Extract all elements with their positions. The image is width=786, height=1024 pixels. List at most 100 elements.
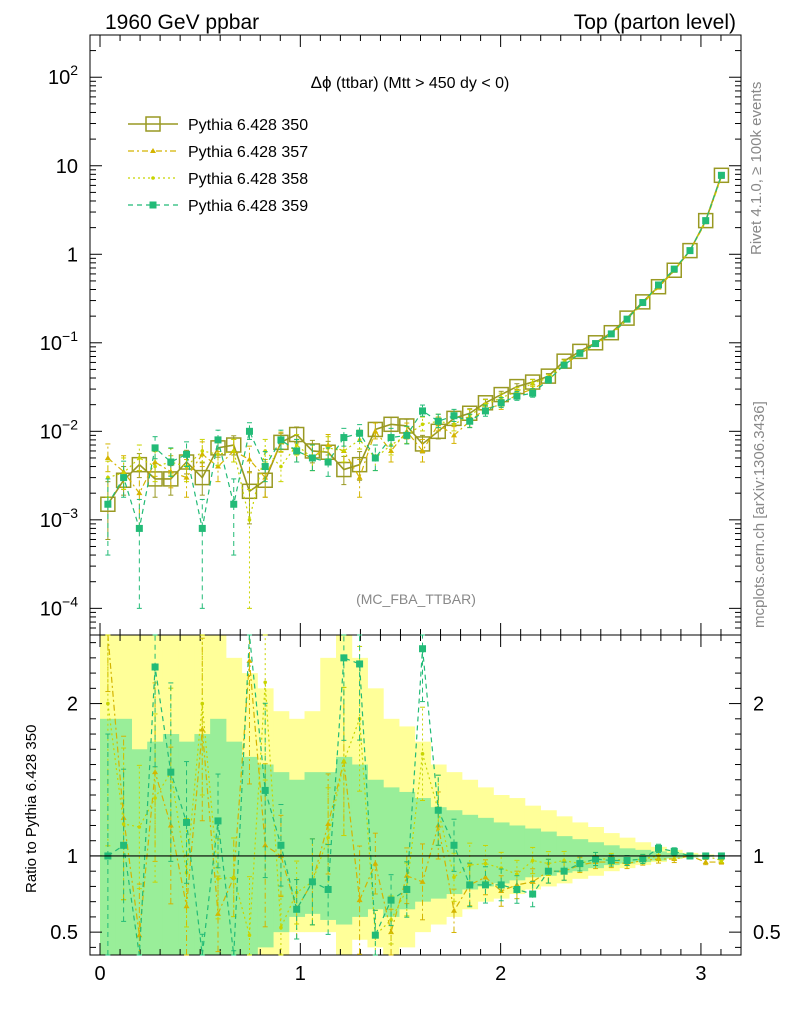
ratio-band-green-bin <box>509 825 526 881</box>
ratio-y-tick-label-right: 0.5 <box>753 922 781 944</box>
main-series-1-line <box>107 176 723 495</box>
ratio-y-tick-label: 1 <box>67 846 78 868</box>
ratio-series-2-marker <box>106 701 110 706</box>
main-series-3-marker <box>261 463 269 471</box>
ratio-series-1-marker <box>702 859 709 865</box>
legend-0-marker <box>145 116 161 132</box>
ratio-series-1-marker <box>482 874 489 880</box>
ratio-series-3-marker <box>670 847 678 855</box>
main-series-1-marker <box>388 447 395 453</box>
main-y-tick-label-base: 1 <box>67 244 78 266</box>
main-series-3-marker <box>686 247 694 255</box>
main-series-3-marker <box>167 458 175 466</box>
main-series-2-marker <box>294 443 299 447</box>
main-series-0 <box>100 167 730 540</box>
ratio-series-2-marker <box>719 858 724 863</box>
ratio-series-2-line <box>107 682 722 937</box>
main-series-0-marker <box>650 278 667 295</box>
ratio-series-3-marker <box>560 867 568 875</box>
ratio-series-3-marker <box>403 885 411 893</box>
ratio-series-2-marker <box>153 796 157 800</box>
ratio-series-3-marker <box>356 660 364 668</box>
ratio-series-1-marker <box>372 860 379 866</box>
main-series-2-marker <box>200 449 205 453</box>
ratio-series-3-marker <box>214 817 222 825</box>
ratio-series-1-marker <box>450 907 457 913</box>
main-series-3-marker <box>198 524 206 532</box>
main-series-2-marker <box>216 452 220 457</box>
legend-2-marker <box>151 176 155 180</box>
main-series-3-marker <box>670 265 678 273</box>
main-series-0-marker <box>383 416 399 433</box>
main-series-3-marker <box>214 436 222 444</box>
main-series-3-marker <box>497 399 505 407</box>
ratio-y-label: Ratio to Pythia 6.428 350 <box>23 725 40 893</box>
main-y-tick-label: 10−3 <box>40 505 78 532</box>
x-tick-label: 0 <box>94 963 105 985</box>
main-series-0-marker <box>603 324 620 341</box>
main-series-2-marker <box>231 449 236 453</box>
ratio-series-2-marker <box>389 918 393 922</box>
ratio-band-green-bin <box>288 779 306 917</box>
ratio-series-2-marker <box>121 822 126 826</box>
main-series-2-marker <box>530 381 535 385</box>
main-series-3-marker <box>340 434 348 442</box>
main-series-0-marker <box>635 294 651 310</box>
legend-label-3: Pythia 6.428 359 <box>188 198 308 215</box>
main-series-3-marker <box>183 450 191 458</box>
ratio-series-3-marker <box>576 860 584 868</box>
ratio-series-2-marker <box>420 752 425 756</box>
ratio-band-green-bin <box>178 741 195 955</box>
ratio-y-tick-label: 0.5 <box>50 922 78 944</box>
ratio-series-3-marker <box>434 806 442 814</box>
header-energy: 1960 GeV ppbar <box>105 11 259 34</box>
ratio-series-1-marker <box>356 897 363 903</box>
main-series-2-marker <box>121 470 126 475</box>
ratio-series-3-marker <box>308 878 316 886</box>
main-series-0-marker <box>713 167 730 184</box>
main-series-0-marker <box>572 343 588 360</box>
main-y-tick-label: 102 <box>48 62 78 89</box>
main-series-0-marker <box>697 212 714 229</box>
main-series-3-marker <box>308 454 316 462</box>
main-y-tick-label-exponent: −2 <box>62 416 78 432</box>
main-series-0-line <box>107 175 723 505</box>
rivet-version-label: Rivet 4.1.0, ≥ 100k events <box>748 82 765 255</box>
main-y-tick-label-base: 10 <box>40 333 62 355</box>
main-series-2-line <box>107 176 722 520</box>
ratio-series-2-marker <box>247 933 252 937</box>
main-series-3-marker <box>151 444 159 452</box>
chart-title-symbol: Δϕ <box>311 73 332 92</box>
ratio-series-3-marker <box>529 890 537 898</box>
ratio-band-green-bin <box>430 807 447 899</box>
ratio-series-3-marker <box>371 931 379 939</box>
ratio-series-2-marker <box>562 858 566 863</box>
main-y-tick-label: 1 <box>67 244 78 266</box>
legend-3-marker <box>149 201 157 209</box>
main-series-1-marker <box>136 490 143 496</box>
main-series-0-marker <box>194 469 211 486</box>
main-series-1-marker <box>356 474 363 480</box>
ratio-band-green-bin <box>383 787 400 917</box>
ratio-band-green-bin <box>335 756 353 925</box>
ratio-series-3-marker <box>481 881 489 889</box>
main-series-3-marker <box>403 431 411 439</box>
legend-1-marker <box>150 148 156 153</box>
ratio-series-3-marker <box>277 841 285 849</box>
ratio-band-green-bin <box>461 814 479 890</box>
main-y-tick-label-base: 10 <box>48 67 70 89</box>
main-y-tick-label-exponent: −3 <box>62 505 78 521</box>
ratio-series-1-marker <box>246 657 253 663</box>
x-axis: 0 1 2 3 <box>94 35 742 985</box>
ratio-y-axis: 0.5 0.5 1 1 2 2 <box>50 642 781 948</box>
ratio-series-2-marker <box>263 680 268 685</box>
main-y-tick-label-exponent: −4 <box>62 593 78 609</box>
ratio-band-green-bin <box>225 741 243 955</box>
main-series-2-marker <box>420 422 425 427</box>
ratio-band-green-bin <box>194 734 211 955</box>
ratio-y-tick-label-right: 2 <box>753 694 764 716</box>
main-y-tick-label-base: 10 <box>56 156 78 178</box>
ratio-series-3-marker <box>450 841 458 849</box>
ratio-series-3-marker <box>623 857 631 865</box>
